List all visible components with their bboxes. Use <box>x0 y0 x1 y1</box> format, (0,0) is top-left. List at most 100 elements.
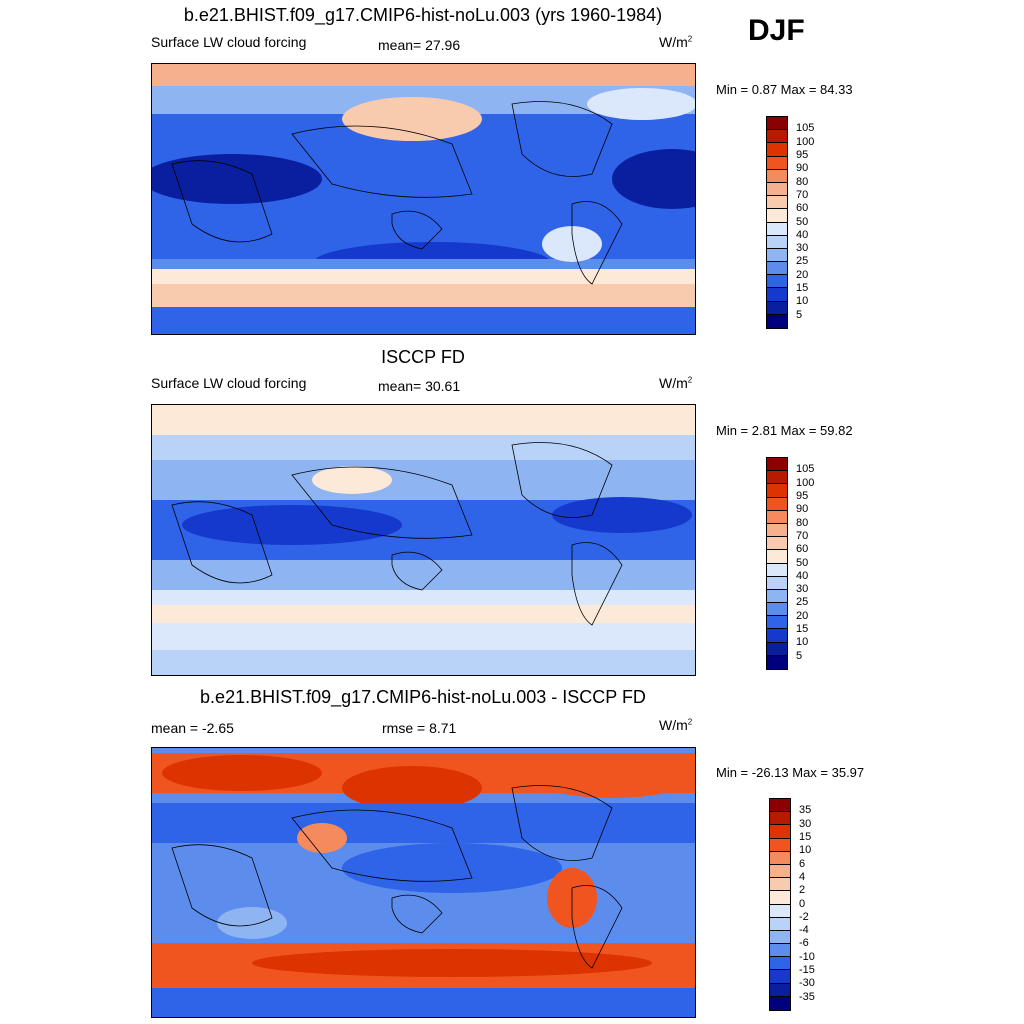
colorbar-swatch <box>767 589 787 604</box>
colorbar-tick-label: 90 <box>796 162 809 175</box>
colorbar-tick-label: 105 <box>796 463 815 476</box>
colorbar-tick-label: 95 <box>796 148 809 161</box>
colorbar-tick-label: 60 <box>796 202 809 215</box>
mean-label: mean = -2.65 <box>151 720 234 736</box>
units-label: W/m2 <box>659 34 693 50</box>
panel-title: b.e21.BHIST.f09_g17.CMIP6-hist-noLu.003 … <box>200 687 646 707</box>
min-max-label: Min = 0.87 Max = 84.33 <box>716 82 853 97</box>
variable-label: Surface LW cloud forcing <box>151 34 307 50</box>
colorbar-tick-label: 35 <box>799 804 812 817</box>
colorbar-tick-label: 15 <box>796 623 809 636</box>
colorbar-swatch <box>767 182 787 197</box>
colorbar-swatch <box>770 851 790 865</box>
colorbar-tick-label: 20 <box>796 609 809 622</box>
colorbar-tick-label: 100 <box>796 135 815 148</box>
variable-label: Surface LW cloud forcing <box>151 375 307 391</box>
colorbar-swatch <box>767 196 787 210</box>
min-max-label: Min = -26.13 Max = 35.97 <box>716 765 865 780</box>
colorbar-tick-label: 50 <box>796 215 809 228</box>
colorbar-swatch <box>767 262 787 276</box>
colorbar-swatch <box>767 510 787 524</box>
colorbar-tick-label: 15 <box>796 282 809 295</box>
colorbar-swatch <box>767 117 787 131</box>
colorbar-tick-label: -10 <box>799 950 815 963</box>
colorbar-swatch <box>767 576 787 590</box>
colorbar-tick-label: 6 <box>799 857 806 870</box>
colorbar-swatch <box>770 970 790 984</box>
colorbar-swatch <box>767 288 787 302</box>
colorbar-swatch <box>767 222 787 236</box>
colorbar-tick-label: -30 <box>799 977 815 990</box>
colorbar-swatch <box>767 248 787 263</box>
colorbar-tick-label: 90 <box>796 503 809 516</box>
colorbar-tick-label: 25 <box>796 255 809 268</box>
colorbar-swatch <box>767 156 787 170</box>
colorbar-tick-label: 70 <box>796 188 809 201</box>
units-label: W/m2 <box>659 717 693 733</box>
colorbar-swatch <box>770 825 790 839</box>
colorbar-swatch <box>767 642 787 656</box>
colorbar-tick-label: 50 <box>796 556 809 569</box>
contour-map <box>151 747 696 1018</box>
colorbar-swatch <box>770 930 790 945</box>
colorbar-tick-label: 30 <box>799 817 812 830</box>
colorbar-swatch <box>767 484 787 498</box>
colorbar-swatch <box>767 458 787 472</box>
colorbar-swatch <box>770 983 790 997</box>
colorbar-swatch <box>767 169 787 183</box>
colorbar-tick-label: 40 <box>796 569 809 582</box>
colorbar-tick-label: 95 <box>796 489 809 502</box>
colorbar-tick-label: -35 <box>799 990 815 1003</box>
colorbar-swatch <box>770 838 790 852</box>
colorbar-tick-label: 5 <box>796 649 803 662</box>
colorbar-tick-label: 5 <box>796 308 803 321</box>
colorbar-swatch <box>767 497 787 511</box>
colorbar-swatch <box>767 275 787 289</box>
colorbar-swatch <box>767 143 787 157</box>
colorbar-tick-label: 20 <box>796 268 809 281</box>
colorbar-tick-label: 10 <box>799 844 812 857</box>
colorbar-swatch <box>767 603 787 617</box>
colorbar-tick-label: 70 <box>796 529 809 542</box>
panel-title: b.e21.BHIST.f09_g17.CMIP6-hist-noLu.003 … <box>183 5 663 25</box>
colorbar-tick-label: -6 <box>799 937 809 950</box>
colorbar-swatch <box>770 944 790 958</box>
colorbar-swatch <box>767 550 787 564</box>
colorbar-tick-label: 30 <box>796 583 809 596</box>
colorbar-swatch <box>770 904 790 918</box>
colorbar-swatch <box>770 878 790 892</box>
colorbar-swatch <box>770 864 790 879</box>
colorbar-tick-label: 25 <box>796 596 809 609</box>
colorbar-swatch <box>767 209 787 223</box>
colorbar-tick-label: 10 <box>796 295 809 308</box>
contour-map <box>151 404 696 676</box>
colorbar-tick-label: 30 <box>796 242 809 255</box>
rmse-label: rmse = 8.71 <box>382 720 457 736</box>
colorbar-swatch <box>770 799 790 813</box>
colorbar-swatch <box>770 957 790 971</box>
colorbar-swatch <box>770 996 790 1010</box>
mean-label: mean= 27.96 <box>378 37 461 53</box>
colorbar-swatch <box>767 629 787 643</box>
units-label: W/m2 <box>659 375 693 391</box>
colorbar-tick-label: 105 <box>796 122 815 135</box>
colorbar-swatch <box>767 563 787 577</box>
colorbar-tick-label: 10 <box>796 636 809 649</box>
colorbar-swatch <box>770 812 790 826</box>
colorbar-tick-label: 2 <box>799 884 806 897</box>
colorbar-tick-label: 0 <box>799 897 806 910</box>
season-label: DJF <box>748 14 805 47</box>
min-max-label: Min = 2.81 Max = 59.82 <box>716 423 853 438</box>
colorbar-swatch <box>767 616 787 630</box>
panel-title: ISCCP FD <box>381 347 465 367</box>
mean-label: mean= 30.61 <box>378 378 461 394</box>
colorbar-swatch <box>767 235 787 249</box>
colorbar-tick-label: 80 <box>796 175 809 188</box>
colorbar-tick-label: 4 <box>799 870 806 883</box>
colorbar-swatch <box>767 655 787 669</box>
colorbar-tick-label: 60 <box>796 543 809 556</box>
colorbar-swatch <box>767 523 787 538</box>
colorbar-tick-label: 80 <box>796 516 809 529</box>
colorbar <box>769 798 791 1011</box>
colorbar-tick-label: -2 <box>799 910 809 923</box>
